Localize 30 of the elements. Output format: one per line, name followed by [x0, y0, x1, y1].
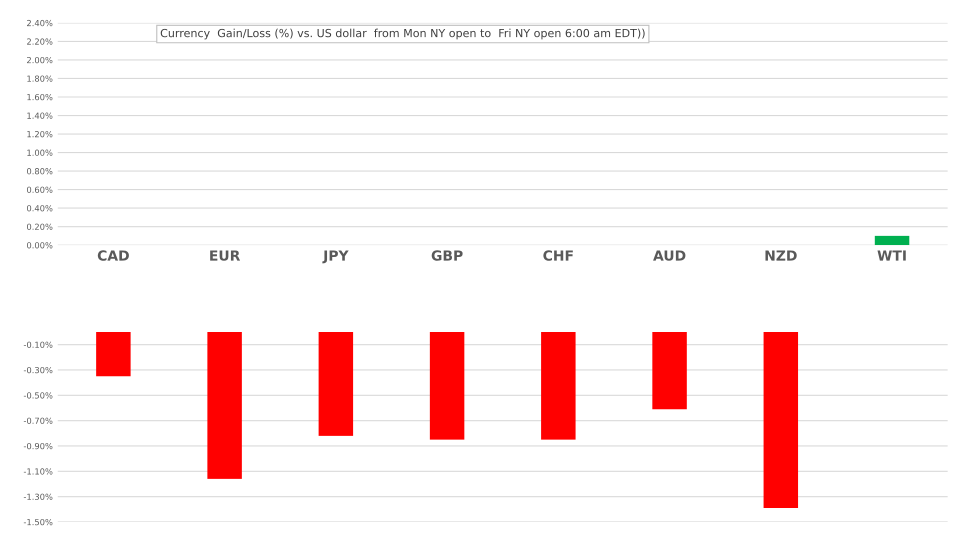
text: Currency Gain/Loss (%) vs. US dollar from Mon NY open to Fri NY open 6:00 am EDT)) [160, 28, 645, 40]
y-tick-label: 0.00% [26, 242, 52, 248]
y-tick-label: 0.60% [26, 186, 52, 193]
y-tick-label: 1.20% [27, 131, 52, 138]
x-tick-label: CAD [98, 250, 129, 261]
y-tick-label: -0.30% [24, 366, 52, 374]
x-tick-label: AUD [653, 250, 686, 261]
y-tick-label: 0.20% [26, 224, 52, 230]
x-tick-label: CHF [543, 250, 573, 261]
x-tick-label: NZD [765, 250, 797, 261]
y-tick-label: 1.80% [27, 75, 52, 82]
y-tick-label: -0.50% [24, 392, 52, 399]
y-tick-label: 2.40% [27, 20, 52, 26]
y-tick-label: -1.50% [24, 518, 52, 526]
x-tick-label: JPY [322, 250, 349, 264]
y-tick-label: 1.40% [27, 112, 52, 119]
x-tick-label: EUR [210, 250, 240, 261]
x-tick-label: GBP [432, 250, 463, 261]
y-tick-label: 1.00% [27, 150, 52, 156]
y-tick-label: -0.10% [24, 342, 52, 348]
y-tick-label: 1.60% [27, 94, 52, 100]
y-tick-label: -1.30% [24, 494, 52, 500]
y-tick-label: -1.10% [24, 468, 52, 475]
y-tick-label: 2.20% [27, 38, 52, 45]
y-tick-label: -0.90% [24, 442, 52, 450]
x-tick-label: WTI [877, 250, 906, 261]
y-tick-label: 2.00% [27, 56, 52, 64]
y-tick-label: 0.80% [26, 168, 52, 174]
y-tick-label: 0.40% [26, 205, 52, 212]
y-tick-label: -0.70% [24, 418, 52, 424]
